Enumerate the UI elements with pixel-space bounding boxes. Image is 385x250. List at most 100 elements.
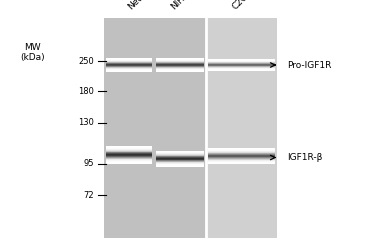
Bar [156,152,204,153]
Bar [208,150,275,151]
Bar [106,64,152,65]
Bar [156,59,204,60]
Bar [208,155,275,156]
Bar [156,69,204,70]
Text: Pro-IGF1R: Pro-IGF1R [287,60,331,70]
Bar [208,149,275,150]
Bar [106,149,152,150]
Bar [208,151,275,152]
Bar [106,150,152,151]
Bar [208,68,275,69]
Text: IGF1R-β: IGF1R-β [287,153,322,162]
Bar [208,156,275,157]
Bar [106,65,152,66]
Bar [208,154,275,155]
Bar [104,18,206,237]
Bar [106,152,152,153]
Bar [156,60,204,61]
Bar [106,59,152,60]
Bar [106,161,152,162]
Bar [208,158,275,159]
Bar [106,153,152,154]
Bar [208,60,275,61]
Bar [106,66,152,67]
Bar [106,67,152,68]
Bar [156,156,204,157]
Bar [106,162,152,163]
Bar [156,163,204,164]
Bar [106,63,152,64]
Bar [156,58,204,59]
Bar [106,157,152,158]
Bar [208,157,275,158]
Bar [208,153,275,154]
Bar [208,161,275,162]
Bar [208,64,275,65]
Bar [156,158,204,159]
Bar [156,155,204,156]
Bar [208,160,275,161]
Bar [106,70,152,71]
Bar [208,61,275,62]
Bar [156,165,204,166]
Bar [106,156,152,157]
Text: NIH-3T3: NIH-3T3 [169,0,201,11]
Bar [106,151,152,152]
Bar [156,162,204,163]
Text: 250: 250 [79,57,94,66]
Bar [208,67,275,68]
Bar [156,160,204,161]
Bar [106,147,152,148]
Text: Neuro2A: Neuro2A [126,0,160,11]
Text: 180: 180 [79,87,94,96]
Bar [106,58,152,59]
Bar [208,66,275,67]
Bar [156,61,204,62]
Bar [156,63,204,64]
Bar [156,150,204,151]
Bar [208,63,275,64]
Bar [156,64,204,65]
Bar [156,161,204,162]
Bar [156,159,204,160]
Bar [106,155,152,156]
Bar [156,151,204,152]
Bar [208,162,275,163]
Bar [106,148,152,149]
Bar [206,18,277,237]
Bar [156,68,204,69]
Bar [208,62,275,63]
Bar [106,68,152,69]
Bar [208,159,275,160]
Bar [156,157,204,158]
Bar [106,159,152,160]
Bar [156,71,204,72]
Bar [106,62,152,63]
Text: 95: 95 [84,159,94,168]
Bar [106,71,152,72]
Text: C2C12: C2C12 [230,0,258,11]
Bar [156,67,204,68]
Bar [208,69,275,70]
Text: 72: 72 [84,190,94,200]
Bar [106,146,152,147]
Text: 130: 130 [79,118,94,127]
Bar [156,154,204,155]
Bar [156,166,204,167]
Bar [156,153,204,154]
Bar [106,154,152,155]
Bar [156,62,204,63]
Bar [156,66,204,67]
Bar [106,69,152,70]
Bar [106,163,152,164]
Bar [106,60,152,61]
Bar [208,152,275,153]
Bar [156,164,204,165]
Bar [106,61,152,62]
Bar [106,160,152,161]
Bar [106,158,152,159]
Bar [156,65,204,66]
Bar [208,163,275,164]
Bar [208,65,275,66]
Bar [156,70,204,71]
